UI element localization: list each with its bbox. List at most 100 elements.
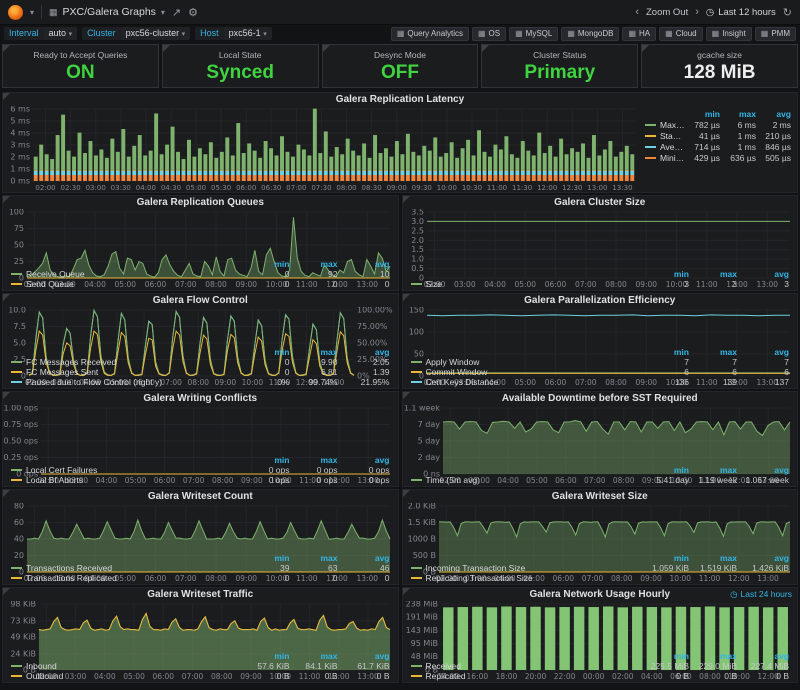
chart-galera-replication-latency[interactable]: 02:00 02:30 03:00 03:30 04:00 04:30 05:00 05:30… <box>3 106 643 192</box>
legend-item[interactable]: Transactions Replicated 0 0 0 <box>7 573 394 583</box>
legend-item[interactable]: Paused due to Flow Control (right y) 0% 99… <box>7 377 394 387</box>
link-pmm[interactable]: ▦ PMM <box>754 26 796 41</box>
panel-title[interactable]: Galera Writeset Count <box>147 491 253 502</box>
chart-available-downtime-before-sst[interactable]: 02:00 03:00 04:00 05:00 06:00 07:00 08:00 09:00… <box>403 405 798 485</box>
legend-item[interactable]: Apply Window 7 7 7 <box>407 357 794 367</box>
panel-title[interactable]: Available Downtime before SST Required <box>501 393 698 404</box>
legend-item[interactable]: Local Bf Aborts 0 ops 0 ops 0 ops <box>7 475 394 485</box>
settings-gear-icon[interactable]: ⚙ <box>188 6 199 19</box>
link-os[interactable]: ▦ OS <box>471 26 507 41</box>
chart-canvas[interactable]: 02:00 02:30 03:00 03:30 04:00 04:30 05:00 05:30… <box>3 106 643 192</box>
panel-title[interactable]: Galera Writing Conflicts <box>143 393 258 404</box>
chart-galera-replication-queues[interactable]: 02:00 03:00 04:00 05:00 06:00 07:00 08:00 09:00… <box>3 209 398 289</box>
share-icon[interactable]: ↗ <box>171 6 182 19</box>
refresh-icon[interactable]: ↻ <box>782 6 792 19</box>
panel-title[interactable]: Galera Replication Latency <box>335 94 465 105</box>
legend-item[interactable]: Replicated 0 B 0 B 0 B <box>407 671 794 681</box>
panel-menu-corner[interactable] <box>3 392 10 399</box>
legend-series-name[interactable]: FC Messages Sent <box>11 367 242 377</box>
legend-series-name[interactable]: Inbound <box>11 661 242 671</box>
panel-title[interactable]: Galera Writeset Size <box>551 491 648 502</box>
link-cloud[interactable]: ▦ Cloud <box>659 26 703 41</box>
legend-series-name[interactable]: Size <box>410 279 642 289</box>
legend-series-name[interactable]: Transactions Received <box>11 563 242 573</box>
legend-item[interactable]: Commit Window 6 6 6 <box>407 367 794 377</box>
chart-galera-parallelization-efficiency[interactable]: 02:00 03:00 04:00 05:00 06:00 07:00 08:00 09:00… <box>403 307 798 387</box>
grafana-logo-icon[interactable] <box>8 4 23 20</box>
variable-interval-value[interactable]: auto ▾ <box>48 28 73 38</box>
legend-series-name[interactable]: Maximum <box>645 120 685 131</box>
link-insight[interactable]: ▦ Insight <box>705 26 752 41</box>
legend-series-name[interactable]: Replicated <box>410 671 642 681</box>
chart-canvas[interactable]: 02:00 03:00 04:00 05:00 06:00 07:00 08:00 09:00… <box>403 307 798 387</box>
legend-item[interactable]: Time (5m avg) 5.41 day 1.19 week 1.067 week <box>407 475 794 485</box>
legend-series-name[interactable]: Local Bf Aborts <box>11 475 242 485</box>
dashboard-title-button[interactable]: ▦ PXC/Galera Graphs ▾ <box>49 6 165 18</box>
legend-item[interactable]: Replicating Transaction Size <box>407 573 794 583</box>
panel-title[interactable]: Galera Writeset Traffic <box>147 589 254 600</box>
panel-title[interactable]: Galera Replication Queues <box>136 197 264 208</box>
panel-menu-corner[interactable] <box>402 294 410 301</box>
panel-menu-corner[interactable] <box>162 45 170 52</box>
chart-galera-flow-control[interactable]: 02:00 03:00 04:00 05:00 06:00 07:00 08:00 09:00… <box>3 307 398 387</box>
zoom-out-right-arrow-icon[interactable]: › <box>695 6 699 18</box>
chart-canvas[interactable]: 02:00 03:00 04:00 05:00 06:00 07:00 08:00 09:00… <box>3 503 398 583</box>
legend-series-name[interactable]: FC Messages Received <box>11 357 242 367</box>
link-mysql[interactable]: ▦ MySQL <box>509 26 559 41</box>
legend-series-name[interactable]: Outbound <box>11 671 242 681</box>
legend-item[interactable]: Local Cert Failures 0 ops 0 ops 0 ops <box>7 465 394 475</box>
legend-series-name[interactable]: Local Cert Failures <box>11 465 242 475</box>
legend-series-name[interactable]: Received <box>410 661 642 671</box>
panel-title[interactable]: Galera Network Usage Hourly <box>529 589 671 600</box>
legend-item[interactable]: Standard Deviation 41 µs 1 ms 210 µs <box>643 131 793 142</box>
panel-menu-corner[interactable] <box>3 588 10 595</box>
variable-host-value[interactable]: pxc56-1 ▾ <box>228 28 267 38</box>
chart-canvas[interactable]: 02:00 03:00 04:00 05:00 06:00 07:00 08:00 09:00… <box>403 209 798 289</box>
panel-menu-corner[interactable] <box>322 45 330 52</box>
variable-cluster[interactable]: Cluster pxc56-cluster ▾ <box>82 27 191 40</box>
logo-dropdown-caret-icon[interactable]: ▾ <box>30 7 35 17</box>
variable-cluster-value[interactable]: pxc56-cluster ▾ <box>125 28 186 38</box>
zoom-out-left-arrow-icon[interactable]: ‹ <box>635 6 639 18</box>
chart-galera-cluster-size[interactable]: 02:00 03:00 04:00 05:00 06:00 07:00 08:00 09:00… <box>403 209 798 289</box>
chart-galera-writeset-traffic[interactable]: 02:00 03:00 04:00 05:00 06:00 07:00 08:00 09:00… <box>3 601 398 681</box>
legend-series-name[interactable]: Minimum <box>645 153 685 164</box>
panel-menu-corner[interactable] <box>402 588 410 595</box>
panel-menu-corner[interactable] <box>402 490 410 497</box>
legend-series-name[interactable]: Receive Queue <box>11 269 242 279</box>
legend-series-name[interactable]: Replicating Transaction Size <box>410 573 642 583</box>
legend-series-name[interactable]: Standard Deviation <box>645 131 685 142</box>
legend-series-name[interactable]: Send Queue <box>11 279 242 289</box>
link-ha[interactable]: ▦ HA <box>622 26 657 41</box>
legend-item[interactable]: Size 3 3 3 <box>407 279 794 289</box>
chart-canvas[interactable]: 02:00 03:00 04:00 05:00 06:00 07:00 08:00 09:00… <box>403 503 798 583</box>
legend-series-name[interactable]: Cert Keys Distance <box>410 377 642 387</box>
chart-canvas[interactable]: 02:00 03:00 04:00 05:00 06:00 07:00 08:00 09:00… <box>3 405 398 485</box>
panel-menu-corner[interactable] <box>3 45 10 52</box>
chart-galera-writeset-count[interactable]: 02:00 03:00 04:00 05:00 06:00 07:00 08:00 09:00… <box>3 503 398 583</box>
chart-galera-writeset-size[interactable]: 02:00 03:00 04:00 05:00 06:00 07:00 08:00 09:00… <box>403 503 798 583</box>
legend-item[interactable]: Transactions Received 39 63 46 <box>7 563 394 573</box>
panel-title[interactable]: Galera Cluster Size <box>554 197 646 208</box>
zoom-out-button[interactable]: Zoom Out <box>645 6 689 18</box>
panel-menu-corner[interactable] <box>3 490 10 497</box>
panel-menu-corner[interactable] <box>3 196 10 203</box>
legend-series-name[interactable]: Commit Window <box>410 367 642 377</box>
chart-canvas[interactable]: 14:00 16:00 18:00 20:00 22:00 00:00 02:00 04:00… <box>403 601 798 681</box>
panel-menu-corner[interactable] <box>482 45 490 52</box>
legend-series-name[interactable]: Time (5m avg) <box>410 475 642 485</box>
legend-series-name[interactable]: Incoming Transaction Size <box>410 563 642 573</box>
chart-canvas[interactable]: 02:00 03:00 04:00 05:00 06:00 07:00 08:00 09:00… <box>3 601 398 681</box>
legend-item[interactable]: Incoming Transaction Size 1.059 KiB 1.519 … <box>407 563 794 573</box>
panel-title[interactable]: Galera Parallelization Efficiency <box>524 295 676 306</box>
legend-item[interactable]: FC Messages Received 0 9.90 2.05 <box>7 357 394 367</box>
legend-item[interactable]: Outbound 0 B 0 B 0 B <box>7 671 394 681</box>
panel-menu-corner[interactable] <box>3 93 10 100</box>
legend-series-name[interactable]: Average <box>645 142 685 153</box>
legend-item[interactable]: Cert Keys Distance 136 139 137 <box>407 377 794 387</box>
legend-series-name[interactable]: Paused due to Flow Control (right y) <box>11 377 242 387</box>
panel-title[interactable]: Galera Flow Control <box>152 295 248 306</box>
legend-item[interactable]: Receive Queue 0 92 10 <box>7 269 394 279</box>
time-range-picker[interactable]: ◷ Last 12 hours <box>706 7 776 18</box>
panel-menu-corner[interactable] <box>402 196 410 203</box>
